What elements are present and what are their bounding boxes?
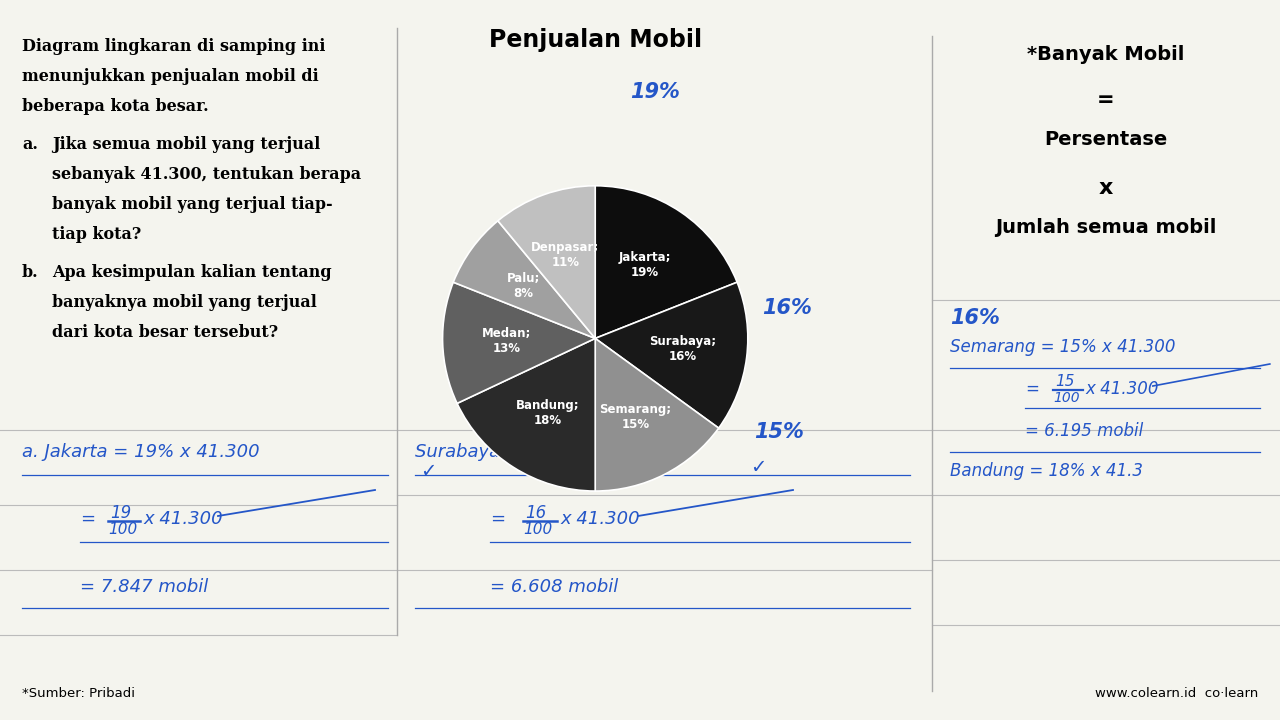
Wedge shape: [595, 338, 718, 491]
Text: ✓: ✓: [750, 458, 767, 477]
Text: Jumlah semua mobil: Jumlah semua mobil: [996, 218, 1216, 237]
Text: 100: 100: [1053, 391, 1079, 405]
Wedge shape: [457, 338, 595, 491]
Text: Palu;
8%: Palu; 8%: [507, 272, 540, 300]
Text: 15: 15: [1055, 374, 1074, 389]
Text: Semarang = 15% x 41.300: Semarang = 15% x 41.300: [950, 338, 1175, 356]
Text: *Banyak Mobil: *Banyak Mobil: [1028, 45, 1184, 64]
Text: =: =: [79, 510, 95, 528]
Text: www.colearn.id  co·learn: www.colearn.id co·learn: [1094, 687, 1258, 700]
Text: banyak mobil yang terjual tiap-: banyak mobil yang terjual tiap-: [52, 196, 333, 213]
Text: Diagram lingkaran di samping ini: Diagram lingkaran di samping ini: [22, 38, 325, 55]
Text: sebanyak 41.300, tentukan berapa: sebanyak 41.300, tentukan berapa: [52, 166, 361, 183]
Text: 19: 19: [110, 504, 132, 522]
Text: 19%: 19%: [630, 82, 680, 102]
Text: a. Jakarta = 19% x 41.300: a. Jakarta = 19% x 41.300: [22, 443, 260, 461]
Text: b.: b.: [22, 264, 38, 281]
Text: 100: 100: [108, 522, 137, 537]
Text: Penjualan Mobil: Penjualan Mobil: [489, 28, 701, 52]
Text: 16: 16: [525, 504, 547, 522]
Text: Semarang;
15%: Semarang; 15%: [599, 403, 672, 431]
Text: Apa kesimpulan kalian tentang: Apa kesimpulan kalian tentang: [52, 264, 332, 281]
Wedge shape: [498, 186, 595, 338]
Text: 16%: 16%: [950, 308, 1000, 328]
Text: dari kota besar tersebut?: dari kota besar tersebut?: [52, 324, 278, 341]
Text: banyaknya mobil yang terjual: banyaknya mobil yang terjual: [52, 294, 316, 311]
Text: Persentase: Persentase: [1044, 130, 1167, 149]
Text: *Sumber: Pribadi: *Sumber: Pribadi: [22, 687, 134, 700]
Text: x 41.300: x 41.300: [143, 510, 223, 528]
Text: Bandung;
18%: Bandung; 18%: [516, 399, 580, 427]
Wedge shape: [595, 186, 737, 338]
Text: Denpasar;
11%: Denpasar; 11%: [531, 241, 599, 269]
Text: beberapa kota besar.: beberapa kota besar.: [22, 98, 209, 115]
Text: = 7.847 mobil: = 7.847 mobil: [79, 578, 209, 596]
Text: tiap kota?: tiap kota?: [52, 226, 141, 243]
Wedge shape: [453, 221, 595, 338]
Text: =: =: [490, 510, 506, 528]
Text: = 6.608 mobil: = 6.608 mobil: [490, 578, 618, 596]
Text: 100: 100: [524, 522, 552, 537]
Text: menunjukkan penjualan mobil di: menunjukkan penjualan mobil di: [22, 68, 319, 85]
Text: Jika semua mobil yang terjual: Jika semua mobil yang terjual: [52, 136, 320, 153]
Text: x 41.300: x 41.300: [561, 510, 640, 528]
Text: =: =: [1025, 380, 1038, 398]
Wedge shape: [443, 282, 595, 403]
Text: 15%: 15%: [754, 422, 804, 442]
Text: Surabaya;
16%: Surabaya; 16%: [649, 336, 717, 364]
Text: Medan;
13%: Medan; 13%: [483, 327, 531, 355]
Text: x 41.300: x 41.300: [1085, 380, 1160, 398]
Text: Jakarta;
19%: Jakarta; 19%: [618, 251, 671, 279]
Text: Bandung = 18% x 41.3: Bandung = 18% x 41.3: [950, 462, 1143, 480]
Text: Surabaya = 16% x 41.300: Surabaya = 16% x 41.300: [415, 443, 653, 461]
Text: x: x: [1098, 178, 1114, 198]
Text: ✓: ✓: [420, 462, 436, 481]
Text: = 6.195 mobil: = 6.195 mobil: [1025, 422, 1143, 440]
Text: 16%: 16%: [762, 298, 812, 318]
Wedge shape: [595, 282, 748, 428]
Text: =: =: [1097, 90, 1115, 110]
Text: a.: a.: [22, 136, 38, 153]
